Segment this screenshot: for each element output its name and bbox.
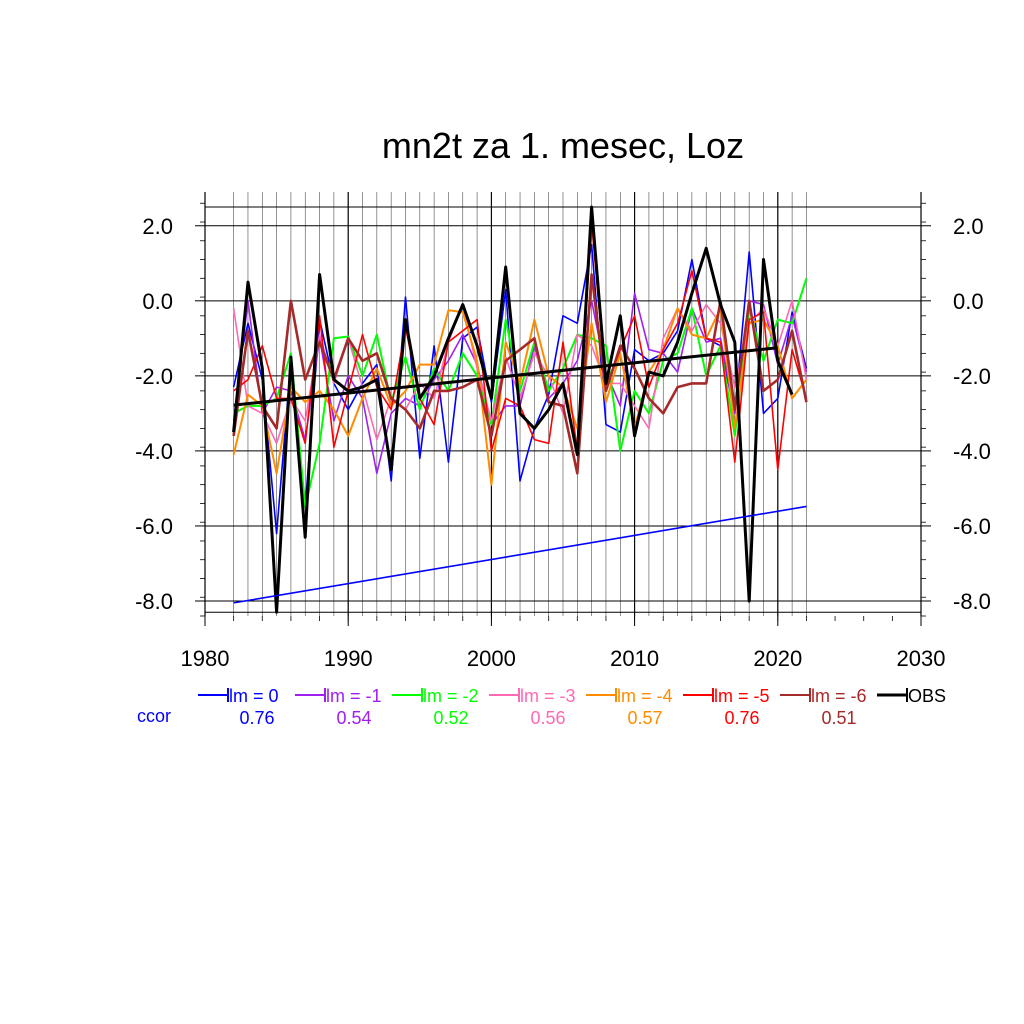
legend-entry-label: lm = -2 [423,686,479,706]
y-tick-label: 0.0 [142,289,173,314]
series-line-lm-2 [233,277,808,509]
y-tick-label-right: -8.0 [953,589,991,614]
chart-title: mn2t za 1. mesec, Loz [382,125,744,166]
legend-entry-label: lm = -6 [811,686,867,706]
series-lines [232,205,808,614]
x-tick-label: 2020 [753,646,802,671]
legend-entry-label: lm = -5 [714,686,770,706]
x-tick-label: 1980 [181,646,230,671]
y-tick-label: 2.0 [142,214,173,239]
x-tick-label: 2010 [610,646,659,671]
x-tick-label: 2030 [897,646,946,671]
legend-ccor-value: 0.54 [336,708,371,728]
trend-line [233,346,778,407]
axes: 2.0 2.0 0.0 0.0 -2.0 -2.0 -4.0 -4.0 -6.0 -6.0 -8.0… [135,192,991,671]
legend-entry-label: OBS [908,686,946,706]
legend-entry-label: lm = 0 [229,686,279,706]
x-tick-label: 1990 [324,646,373,671]
legend-ccor-value: 0.52 [433,708,468,728]
y-tick-label: -6.0 [135,514,173,539]
series-line-obs [232,205,794,614]
legend-ccor-value: 0.76 [724,708,759,728]
ccor-label: ccor [137,706,171,726]
x-tick-label: 2000 [467,646,516,671]
y-tick-label: -4.0 [135,439,173,464]
legend-entry-label: lm = -3 [520,686,576,706]
legend-ccor-value: 0.56 [530,708,565,728]
y-tick-label: -2.0 [135,364,173,389]
y-tick-label-right: 2.0 [953,214,984,239]
legend-ccor-value: 0.51 [821,708,856,728]
y-tick-label-right: -4.0 [953,439,991,464]
legend-ccor-value: 0.57 [627,708,662,728]
y-tick-label-right: -2.0 [953,364,991,389]
legend-ccor-value: 0.76 [239,708,274,728]
trend-line [233,505,807,604]
y-tick-label-right: -6.0 [953,514,991,539]
legend-entry-label: lm = -4 [617,686,673,706]
y-tick-label-right: 0.0 [953,289,984,314]
y-tick-label: -8.0 [135,589,173,614]
legend-entry-label: lm = -1 [326,686,382,706]
